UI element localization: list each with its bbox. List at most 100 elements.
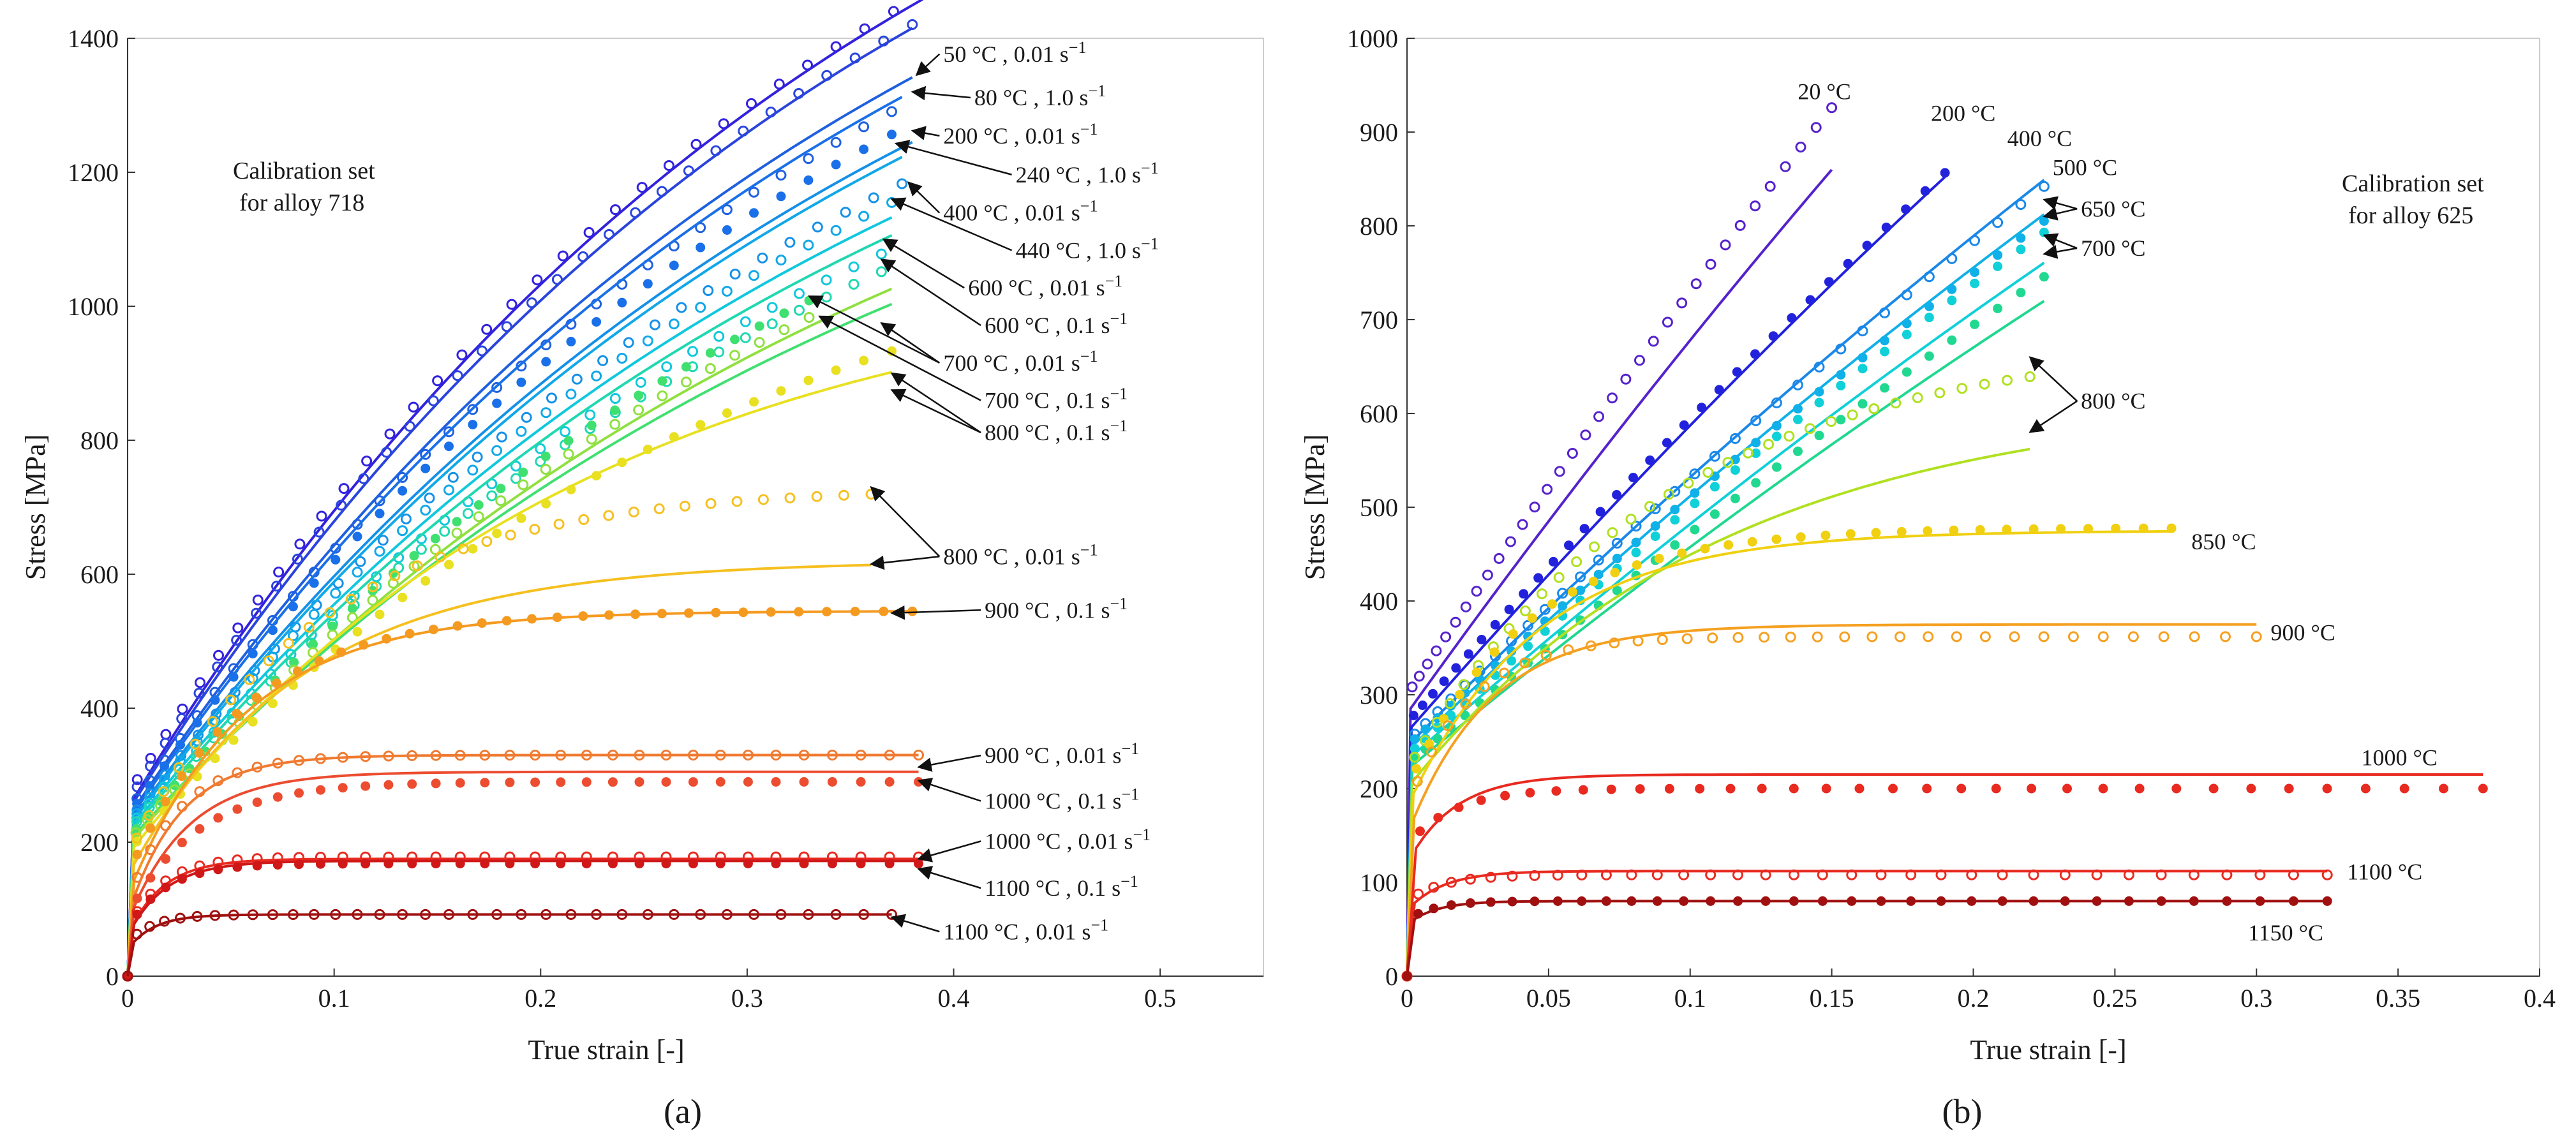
data-point bbox=[1644, 501, 1655, 512]
data-point bbox=[374, 909, 385, 920]
data-point bbox=[473, 511, 484, 523]
y-tick-label: 900 bbox=[1360, 118, 1398, 147]
data-point bbox=[383, 780, 394, 790]
x-tick-label: 0.3 bbox=[2240, 984, 2272, 1013]
data-point bbox=[1817, 896, 1828, 906]
data-point bbox=[1868, 403, 1880, 415]
data-point bbox=[1482, 569, 1493, 581]
data-point bbox=[176, 713, 188, 724]
data-point bbox=[1733, 896, 1743, 906]
data-point bbox=[2123, 869, 2134, 880]
curve-label-superscript: −1 bbox=[1110, 309, 1128, 328]
data-point bbox=[1576, 870, 1588, 880]
data-point bbox=[1947, 284, 1957, 294]
data-point bbox=[858, 121, 870, 133]
data-point bbox=[680, 376, 692, 388]
data-point bbox=[1788, 869, 1799, 880]
y-tick-label: 400 bbox=[1360, 587, 1398, 616]
label-arrow bbox=[917, 754, 981, 772]
data-point bbox=[1813, 361, 1825, 373]
curve-label: 440 °C , 1.0 s−1 bbox=[1016, 234, 1159, 263]
data-point bbox=[175, 740, 185, 750]
data-point bbox=[1793, 446, 1803, 456]
data-point bbox=[160, 820, 172, 831]
data-point bbox=[345, 593, 357, 605]
data-point bbox=[1814, 431, 1824, 441]
data-point bbox=[327, 621, 338, 632]
data-point bbox=[415, 544, 427, 555]
data-point bbox=[2288, 869, 2299, 880]
data-point bbox=[738, 125, 749, 137]
model-line bbox=[1406, 530, 2172, 977]
data-point bbox=[421, 463, 431, 473]
series-6 bbox=[122, 216, 893, 982]
model-line bbox=[1406, 168, 1833, 977]
data-point bbox=[1847, 896, 1857, 906]
data-point bbox=[444, 560, 454, 570]
model-line bbox=[126, 216, 893, 977]
curve-label-superscript: −1 bbox=[1141, 159, 1159, 177]
data-point bbox=[265, 669, 276, 680]
data-point bbox=[2360, 783, 2371, 794]
data-point bbox=[1508, 629, 1518, 639]
series-1 bbox=[122, 19, 918, 982]
data-point bbox=[294, 859, 304, 870]
label-arrow bbox=[2029, 400, 2078, 433]
data-point bbox=[1464, 873, 1476, 885]
data-point bbox=[557, 250, 569, 262]
data-point bbox=[1539, 604, 1551, 615]
data-point bbox=[1836, 415, 1846, 425]
curve-label: 400 °C bbox=[2007, 126, 2072, 151]
data-point bbox=[1732, 632, 1744, 643]
model-line bbox=[126, 96, 903, 977]
data-point bbox=[830, 137, 842, 148]
data-point bbox=[2155, 869, 2167, 880]
data-point bbox=[491, 445, 503, 456]
data-point bbox=[1923, 526, 1933, 536]
data-point bbox=[398, 486, 408, 496]
x-tick-label: 0.4 bbox=[938, 984, 970, 1013]
panel-label-b: (b) bbox=[1942, 1092, 1983, 1131]
data-point bbox=[635, 376, 646, 388]
data-point bbox=[1606, 784, 1616, 794]
data-point bbox=[1525, 788, 1535, 797]
data-point bbox=[491, 909, 503, 920]
data-point bbox=[803, 175, 814, 185]
data-point bbox=[447, 471, 459, 483]
label-arrow bbox=[807, 295, 940, 364]
label-arrow bbox=[890, 605, 981, 620]
data-point bbox=[715, 777, 726, 787]
label-arrow bbox=[907, 181, 941, 214]
data-point bbox=[1901, 289, 1912, 300]
data-point bbox=[555, 750, 567, 761]
data-point bbox=[696, 420, 706, 430]
data-point bbox=[907, 606, 918, 616]
curve-label: 900 °C bbox=[2270, 620, 2335, 646]
data-point bbox=[2038, 181, 2050, 192]
data-point bbox=[516, 909, 527, 920]
data-point bbox=[1714, 385, 1724, 395]
data-point bbox=[794, 304, 805, 316]
data-point bbox=[657, 609, 667, 619]
data-point bbox=[308, 609, 320, 620]
data-point bbox=[1585, 640, 1597, 651]
data-point bbox=[213, 813, 223, 823]
data-point bbox=[1478, 681, 1490, 692]
data-point bbox=[1824, 277, 1834, 287]
data-point bbox=[2016, 233, 2026, 243]
data-point bbox=[1650, 531, 1660, 541]
data-point bbox=[505, 777, 515, 787]
data-point bbox=[1523, 641, 1533, 651]
data-point bbox=[1695, 783, 1705, 794]
data-point bbox=[209, 910, 221, 921]
data-point bbox=[681, 362, 691, 372]
data-point bbox=[2039, 216, 2049, 226]
data-point bbox=[213, 649, 224, 661]
data-point bbox=[2166, 523, 2177, 533]
data-point bbox=[718, 118, 729, 130]
data-point bbox=[145, 823, 156, 833]
data-point bbox=[704, 363, 716, 375]
data-point bbox=[1854, 783, 1865, 794]
data-point bbox=[397, 525, 408, 537]
data-point bbox=[1725, 783, 1736, 794]
